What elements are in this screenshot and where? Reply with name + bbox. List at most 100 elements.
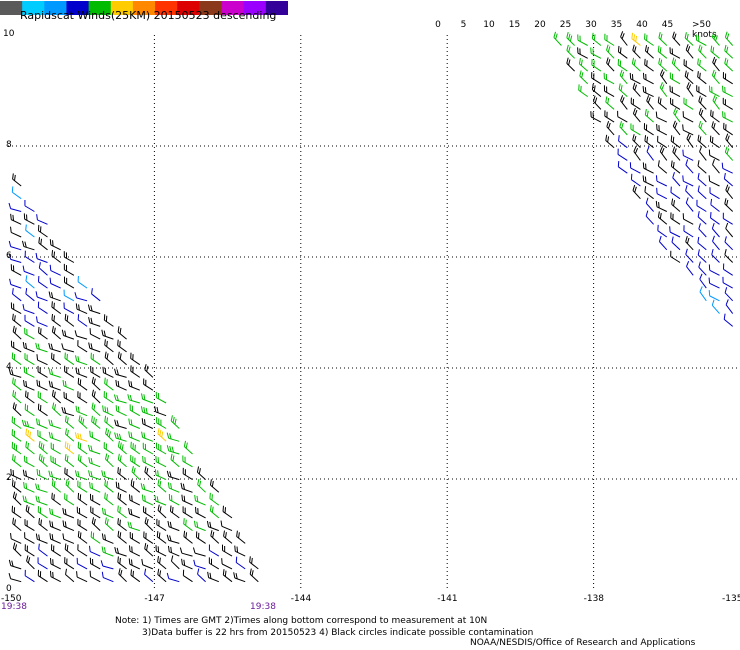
wind-barb: [49, 533, 61, 544]
wind-barb: [711, 248, 720, 263]
wind-barb: [722, 212, 733, 225]
wind-barb: [10, 468, 22, 481]
wind-barb: [710, 198, 720, 212]
x-axis-label: -135: [722, 594, 740, 604]
wind-barb: [591, 59, 602, 72]
wind-barb: [682, 213, 694, 225]
wind-barb: [24, 353, 35, 366]
wind-barb: [74, 470, 88, 481]
wind-barb: [195, 531, 206, 544]
wind-barb: [10, 340, 22, 353]
wind-barb: [682, 111, 694, 123]
colorbar-label: 45: [661, 20, 674, 30]
wind-barb: [127, 521, 140, 532]
wind-barb: [669, 47, 681, 59]
wind-barb: [711, 121, 720, 136]
wind-barb: [102, 405, 114, 417]
wind-barb: [233, 572, 246, 583]
wind-barb: [103, 391, 114, 404]
wind-barb: [629, 162, 641, 174]
wind-barb: [155, 391, 167, 404]
wind-barb: [566, 44, 575, 59]
wind-barb: [35, 483, 48, 493]
wind-barb: [50, 455, 61, 468]
wind-barb: [617, 110, 628, 123]
colorbar-segment: [44, 1, 67, 15]
wind-barb: [24, 519, 35, 532]
colorbar-label: >50 knots: [692, 20, 717, 40]
wind-barb: [209, 492, 220, 506]
wind-barb: [672, 120, 681, 136]
wind-barb: [129, 545, 141, 557]
wind-barb: [143, 506, 154, 519]
wind-barb: [64, 365, 75, 378]
wind-barb: [686, 260, 694, 276]
wind-barb: [155, 455, 167, 468]
wind-barb: [657, 135, 668, 149]
wind-barb: [142, 442, 154, 455]
wind-barb: [48, 419, 61, 429]
colorbar-label: 30: [585, 20, 597, 30]
wind-barb: [645, 210, 654, 225]
wind-barb: [117, 518, 127, 531]
wind-barb: [10, 226, 22, 238]
wind-barb: [722, 263, 733, 276]
wind-barb: [724, 236, 734, 251]
wind-barb: [11, 429, 22, 442]
wind-barb: [101, 470, 114, 481]
wind-barb: [129, 532, 141, 544]
note-line-1: Note: 1) Times are GMT 2)Times along bot…: [115, 616, 488, 626]
colorbar-segment: [110, 1, 134, 15]
wind-barb: [101, 329, 114, 340]
wind-barb: [12, 390, 22, 404]
wind-barb: [708, 85, 720, 98]
wind-barb: [37, 365, 48, 378]
wind-barb: [710, 212, 720, 225]
wind-barb: [170, 415, 180, 429]
wind-barb: [25, 428, 35, 442]
wind-barb: [710, 45, 720, 59]
wind-barb: [89, 570, 101, 583]
wind-barb: [670, 97, 681, 110]
wind-barb: [131, 466, 141, 480]
wind-barb: [140, 483, 154, 493]
wind-barb: [22, 469, 35, 481]
wind-barb: [77, 480, 88, 493]
wind-barb: [620, 95, 628, 110]
wind-barb: [671, 57, 681, 72]
wind-barb: [722, 276, 733, 289]
wind-barb: [91, 389, 101, 404]
wind-barb: [36, 468, 48, 481]
wind-barb: [76, 571, 88, 583]
wind-barb: [708, 277, 720, 289]
wind-barb: [23, 213, 35, 225]
wind-barb: [712, 94, 720, 110]
wind-barb: [632, 134, 641, 149]
wind-barb: [12, 402, 22, 417]
wind-barb: [64, 493, 75, 506]
wind-barb: [686, 133, 694, 148]
wind-barb: [698, 261, 707, 276]
wind-barb: [52, 402, 62, 417]
wind-barb: [49, 570, 61, 583]
wind-barb: [221, 558, 233, 570]
wind-barb: [711, 31, 720, 46]
wind-barb: [12, 491, 22, 506]
wind-barb: [104, 479, 114, 493]
wind-barb: [207, 571, 219, 583]
wind-barb: [630, 97, 641, 110]
wind-barb: [128, 558, 141, 570]
wind-barb: [35, 533, 48, 544]
wind-barb: [579, 70, 589, 85]
y-axis-label: 4: [6, 362, 12, 372]
wind-barb: [48, 368, 61, 378]
wind-barb: [723, 172, 734, 187]
wind-barb: [12, 454, 22, 468]
wind-barb: [114, 546, 127, 557]
wind-barb: [64, 543, 75, 557]
wind-barb: [223, 530, 233, 544]
wind-barb: [37, 301, 48, 315]
wind-barb: [618, 135, 628, 149]
wind-barb: [157, 504, 167, 519]
wind-barb: [62, 379, 75, 391]
